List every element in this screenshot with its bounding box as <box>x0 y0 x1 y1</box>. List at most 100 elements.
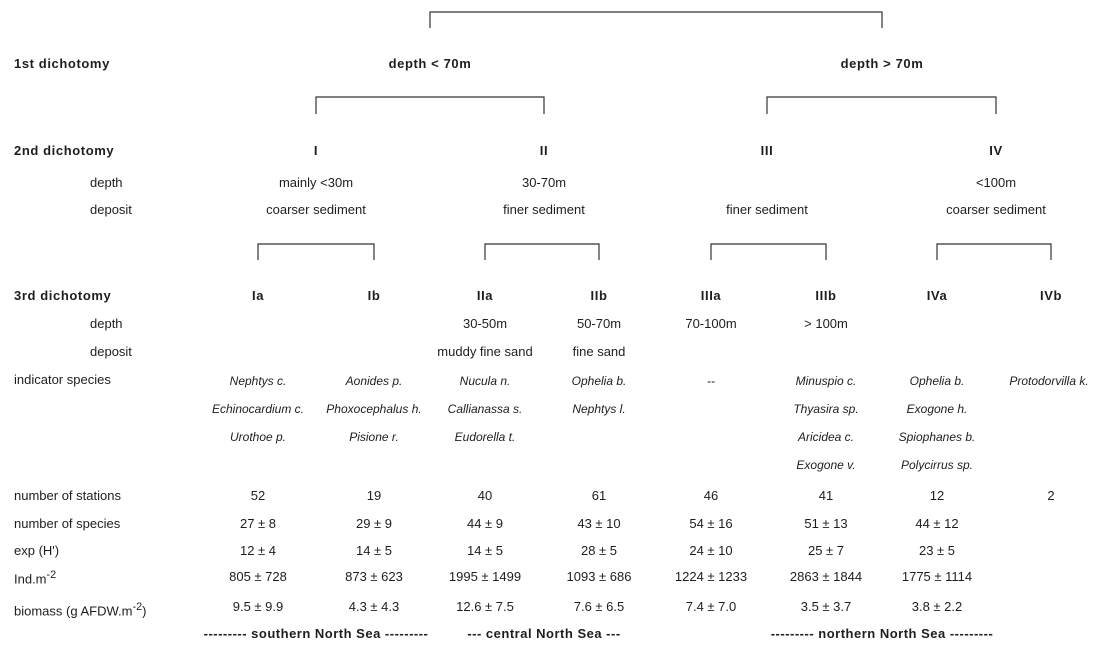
group-Ia: Ia <box>251 288 265 303</box>
species-IIIb-3: Aricidea c. <box>797 430 855 444</box>
species-count-Ib: 29 ± 9 <box>355 516 393 531</box>
group-IIIb: IIIb <box>815 288 837 303</box>
group-IIIa-depth: 70-100m <box>685 316 737 331</box>
species-count-IIIb: 51 ± 13 <box>804 516 848 531</box>
species-count-IVa: 44 ± 12 <box>915 516 959 531</box>
group-II: II <box>539 143 549 158</box>
label-biomass: biomass (g AFDW.m-2) <box>14 601 147 619</box>
species-IIa-1: Nucula n. <box>459 374 511 388</box>
stations-IIb: 61 <box>591 488 607 503</box>
species-count-Ia: 27 ± 8 <box>239 516 277 531</box>
species-Ib-1: Aonides p. <box>345 374 403 388</box>
species-IIIb-1: Minuspio c. <box>795 374 857 388</box>
group-IIa-depth: 30-50m <box>462 316 508 331</box>
bracket-IV <box>936 243 1052 260</box>
biomass-IIIa: 7.4 ± 7.0 <box>685 599 737 614</box>
bracket-III <box>710 243 827 260</box>
group-I-deposit: coarser sediment <box>266 202 366 217</box>
group-II-deposit: finer sediment <box>503 202 585 217</box>
label-indicator-species: indicator species <box>14 372 111 387</box>
group-IIb-deposit: fine sand <box>572 344 626 359</box>
group-III: III <box>760 143 774 158</box>
species-IIIb-2: Thyasira sp. <box>793 402 859 416</box>
label-number-of-species: number of species <box>14 516 121 531</box>
ind-IIIa: 1224 ± 1233 <box>674 569 748 584</box>
group-IIa-deposit: muddy fine sand <box>437 344 533 359</box>
stations-Ib: 19 <box>366 488 382 503</box>
region-southern-north-sea: --------- southern North Sea --------- <box>203 626 429 641</box>
species-Ia-2: Echinocardium c. <box>211 402 305 416</box>
species-count-IIa: 44 ± 9 <box>466 516 504 531</box>
ind-IIIb: 2863 ± 1844 <box>789 569 863 584</box>
bracket-shallow <box>315 96 545 114</box>
stations-IVa: 12 <box>929 488 945 503</box>
species-Ib-2: Phoxocephalus h. <box>326 402 422 416</box>
species-Ia-3: Urothoe p. <box>229 430 287 444</box>
bracket-deep <box>766 96 997 114</box>
exp-IIIa: 24 ± 10 <box>689 543 733 558</box>
species-IIa-3: Eudorella t. <box>454 430 516 444</box>
group-IV: IV <box>989 143 1003 158</box>
region-central-north-sea: --- central North Sea --- <box>467 626 621 641</box>
region-northern-north-sea: --------- northern North Sea --------- <box>770 626 994 641</box>
species-IVa-4: Polycirrus sp. <box>900 458 974 472</box>
species-IIIa-1: -- <box>707 374 715 388</box>
label-ind-m2: Ind.m-2 <box>14 569 57 587</box>
biomass-Ib: 4.3 ± 4.3 <box>348 599 400 614</box>
ind-IIa: 1995 ± 1499 <box>448 569 522 584</box>
species-IIIb-4: Exogone v. <box>796 458 856 472</box>
species-count-IIb: 43 ± 10 <box>577 516 621 531</box>
species-IIb-2: Nephtys l. <box>572 402 626 416</box>
exp-IVa: 23 ± 5 <box>918 543 956 558</box>
species-IVa-1: Ophelia b. <box>909 374 965 388</box>
bracket-I <box>257 243 375 260</box>
exp-IIb: 28 ± 5 <box>580 543 618 558</box>
label-third-deposit: deposit <box>90 344 132 359</box>
stations-IIa: 40 <box>477 488 493 503</box>
first-shallow: depth < 70m <box>388 56 472 71</box>
bracket-II <box>484 243 600 260</box>
group-IIIb-depth: > 100m <box>804 316 848 331</box>
stations-IIIb: 41 <box>818 488 834 503</box>
exp-Ia: 12 ± 4 <box>239 543 277 558</box>
label-second-depth: depth <box>90 175 123 190</box>
bracket-root <box>429 11 883 28</box>
biomass-IVa: 3.8 ± 2.2 <box>911 599 963 614</box>
label-number-of-stations: number of stations <box>14 488 121 503</box>
group-I: I <box>313 143 319 158</box>
group-II-depth: 30-70m <box>521 175 567 190</box>
stations-IVb: 2 <box>1047 488 1055 503</box>
label-third-dichotomy: 3rd dichotomy <box>14 288 112 303</box>
species-Ib-3: Pisione r. <box>349 430 399 444</box>
species-IIa-2: Callianassa s. <box>447 402 523 416</box>
group-IVb: IVb <box>1039 288 1063 303</box>
biomass-IIb: 7.6 ± 6.5 <box>573 599 625 614</box>
first-deep: depth > 70m <box>840 56 924 71</box>
group-IIb: IIb <box>590 288 608 303</box>
ind-IIb: 1093 ± 686 <box>566 569 632 584</box>
ind-Ib: 873 ± 623 <box>345 569 403 584</box>
label-second-deposit: deposit <box>90 202 132 217</box>
group-III-deposit: finer sediment <box>726 202 808 217</box>
biomass-IIIb: 3.5 ± 3.7 <box>800 599 852 614</box>
ind-Ia: 805 ± 728 <box>229 569 287 584</box>
group-IVa: IVa <box>926 288 948 303</box>
species-IIb-1: Ophelia b. <box>571 374 627 388</box>
group-IIa: IIa <box>476 288 494 303</box>
group-I-depth: mainly <30m <box>278 175 354 190</box>
species-IVa-3: Spiophanes b. <box>898 430 976 444</box>
group-Ib: Ib <box>367 288 381 303</box>
ind-IVa: 1775 ± 1114 <box>901 569 973 584</box>
species-Ia-1: Nephtys c. <box>229 374 287 388</box>
exp-Ib: 14 ± 5 <box>355 543 393 558</box>
stations-Ia: 52 <box>250 488 266 503</box>
biomass-Ia: 9.5 ± 9.9 <box>232 599 284 614</box>
label-first-dichotomy: 1st dichotomy <box>14 56 110 71</box>
group-IV-depth: <100m <box>975 175 1017 190</box>
group-IV-deposit: coarser sediment <box>946 202 1046 217</box>
species-count-IIIa: 54 ± 16 <box>689 516 733 531</box>
group-IIIa: IIIa <box>700 288 722 303</box>
stations-IIIa: 46 <box>703 488 719 503</box>
species-IVa-2: Exogone h. <box>906 402 968 416</box>
